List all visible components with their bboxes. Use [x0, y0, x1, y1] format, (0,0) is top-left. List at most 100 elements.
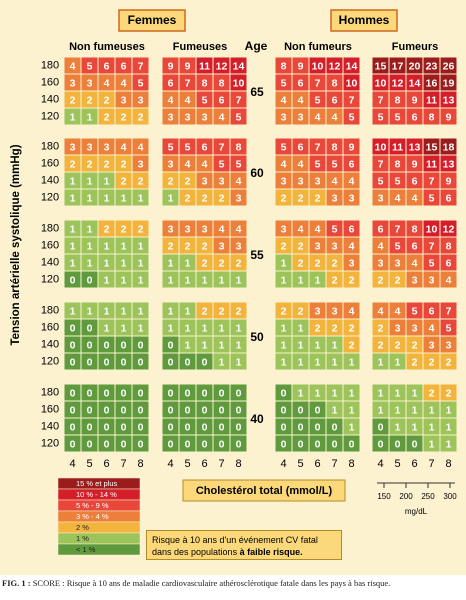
- risk-value: 5: [315, 158, 321, 170]
- risk-value: 2: [87, 158, 93, 170]
- risk-value: 0: [70, 421, 76, 433]
- risk-value: 1: [121, 305, 127, 317]
- risk-value: 1: [138, 192, 144, 204]
- risk-value: 4: [70, 60, 76, 72]
- risk-value: 12: [216, 60, 228, 72]
- risk-value: 9: [349, 141, 355, 153]
- sbp-label: 180: [41, 386, 59, 398]
- risk-value: 3: [185, 223, 191, 235]
- chol-box: [182, 479, 346, 502]
- column-header: Fumeuses: [173, 41, 227, 53]
- risk-value: 1: [121, 274, 127, 286]
- risk-value: 0: [168, 438, 174, 450]
- risk-value: 10: [426, 223, 438, 235]
- age-value: 55: [250, 248, 264, 262]
- chol-label: 5: [184, 458, 190, 470]
- risk-value: 3: [298, 175, 304, 187]
- header-box: [118, 9, 186, 32]
- risk-value: 1: [315, 274, 321, 286]
- risk-value: 0: [202, 356, 208, 368]
- risk-value: 0: [185, 438, 191, 450]
- legend-label: 10 % - 14 %: [76, 490, 117, 499]
- risk-value: 1: [87, 257, 93, 269]
- risk-value: 11: [199, 60, 210, 72]
- risk-value: 2: [332, 274, 338, 286]
- risk-value: 3: [202, 175, 208, 187]
- risk-value: 1: [429, 404, 435, 416]
- risk-value: 10: [346, 77, 358, 89]
- risk-value: 2: [378, 322, 384, 334]
- risk-value: 2: [281, 192, 287, 204]
- risk-value: 6: [446, 257, 452, 269]
- risk-value: 1: [281, 356, 287, 368]
- risk-value: 26: [443, 60, 455, 72]
- risk-value: 1: [395, 404, 401, 416]
- risk-value: 6: [412, 111, 418, 123]
- risk-value: 1: [315, 356, 321, 368]
- risk-value: 8: [332, 77, 338, 89]
- chol-label: 6: [201, 458, 207, 470]
- risk-value: 8: [332, 141, 338, 153]
- risk-value: 1: [70, 111, 76, 123]
- risk-value: 1: [104, 322, 110, 334]
- risk-value: 2: [395, 339, 401, 351]
- risk-value: 2: [185, 192, 191, 204]
- risk-value: 7: [236, 94, 242, 106]
- risk-value: 10: [375, 77, 387, 89]
- caption-label: FIG. 1 :: [2, 578, 31, 588]
- risk-value: 0: [168, 387, 174, 399]
- chol-label: 6: [314, 458, 320, 470]
- risk-value: 2: [446, 356, 452, 368]
- risk-value: 3: [349, 257, 355, 269]
- risk-value: 4: [219, 223, 225, 235]
- risk-value: 1: [138, 305, 144, 317]
- risk-value: 4: [446, 274, 452, 286]
- risk-value: 14: [233, 60, 245, 72]
- risk-value: 4: [378, 305, 384, 317]
- risk-value: 1: [349, 421, 355, 433]
- risk-value: 1: [138, 274, 144, 286]
- risk-value: 1: [378, 387, 384, 399]
- risk-value: 3: [168, 158, 174, 170]
- risk-value: 0: [219, 404, 225, 416]
- risk-value: 2: [219, 257, 225, 269]
- risk-value: 9: [185, 60, 191, 72]
- risk-value: 1: [104, 274, 110, 286]
- risk-value: 1: [87, 192, 93, 204]
- sbp-label: 140: [41, 174, 59, 186]
- risk-value: 1: [185, 257, 191, 269]
- risk-value: 3: [332, 192, 338, 204]
- risk-value: 1: [395, 356, 401, 368]
- risk-value: 5: [395, 111, 401, 123]
- risk-value: 7: [378, 158, 384, 170]
- risk-cell: [131, 352, 150, 371]
- risk-value: 5: [332, 223, 338, 235]
- risk-value: 2: [412, 339, 418, 351]
- risk-value: 1: [378, 356, 384, 368]
- risk-value: 4: [236, 175, 242, 187]
- risk-value: 7: [138, 60, 144, 72]
- risk-value: 5: [429, 192, 435, 204]
- risk-value: 1: [70, 305, 76, 317]
- risk-value: 6: [412, 240, 418, 252]
- risk-value: 0: [70, 322, 76, 334]
- risk-value: 2: [332, 257, 338, 269]
- risk-value: 2: [429, 356, 435, 368]
- age-value: 40: [250, 412, 264, 426]
- risk-value: 0: [378, 438, 384, 450]
- risk-value: 0: [70, 438, 76, 450]
- risk-value: 8: [236, 141, 242, 153]
- risk-value: 0: [168, 404, 174, 416]
- risk-value: 7: [378, 94, 384, 106]
- legend-label: 2 %: [76, 523, 89, 532]
- risk-value: 1: [121, 240, 127, 252]
- risk-value: 3: [70, 77, 76, 89]
- risk-value: 1: [104, 192, 110, 204]
- risk-value: 2: [349, 339, 355, 351]
- risk-value: 0: [87, 438, 93, 450]
- risk-value: 0: [121, 387, 127, 399]
- risk-cell: [131, 270, 150, 289]
- risk-value: 0: [168, 339, 174, 351]
- risk-value: 6: [104, 60, 110, 72]
